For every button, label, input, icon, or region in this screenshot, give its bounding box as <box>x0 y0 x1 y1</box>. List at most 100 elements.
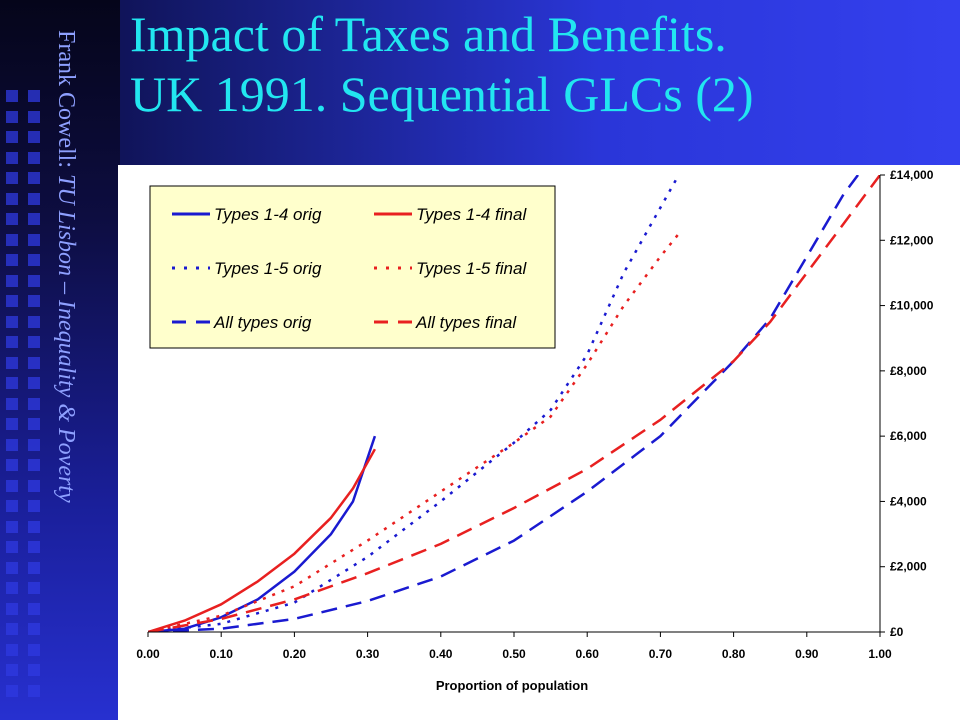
decorative-square <box>28 418 40 430</box>
decorative-square <box>6 90 18 102</box>
decorative-square <box>6 602 18 615</box>
legend-box <box>149 185 556 349</box>
decorative-square <box>6 110 18 123</box>
side-caption-course: TU Lisbon – Inequality & Poverty <box>53 174 79 503</box>
decorative-square <box>6 213 18 225</box>
decorative-square <box>6 520 18 533</box>
y-tick-label: £8,000 <box>890 364 927 378</box>
decorative-square <box>28 172 40 184</box>
x-axis-title: Proportion of population <box>436 678 588 693</box>
x-tick-label: 0.10 <box>210 647 234 661</box>
decorative-square <box>6 131 18 143</box>
legend-label: Types 1-5 final <box>416 259 527 278</box>
decorative-square <box>6 479 18 492</box>
decorative-square <box>6 438 18 451</box>
decorative-square <box>28 110 40 123</box>
decorative-square <box>28 90 40 102</box>
decorative-square <box>6 418 18 430</box>
decorative-square <box>6 623 18 635</box>
y-tick-label: £4,000 <box>890 494 927 508</box>
decorative-square <box>28 602 40 615</box>
decorative-square <box>28 131 40 143</box>
decorative-square <box>28 582 40 594</box>
decorative-square <box>28 623 40 635</box>
decorative-square <box>6 192 18 205</box>
decorative-square <box>6 377 18 389</box>
decorative-square <box>6 295 18 307</box>
decorative-square <box>6 459 18 471</box>
y-tick-label: £14,000 <box>890 168 934 182</box>
decorative-square <box>28 254 40 266</box>
decorative-square <box>28 356 40 369</box>
decorative-square <box>28 397 40 410</box>
series-line-types-1-4-final <box>148 448 376 632</box>
x-tick-label: 0.60 <box>576 647 600 661</box>
decorative-square <box>28 233 40 246</box>
series-line-types-1-4-orig <box>148 435 377 632</box>
left-decorative-strip <box>0 0 120 720</box>
legend-label: Types 1-4 orig <box>214 205 322 224</box>
legend-label: All types orig <box>213 313 312 332</box>
decorative-square <box>28 274 40 287</box>
decorative-square <box>6 274 18 287</box>
decorative-square <box>6 397 18 410</box>
decorative-square <box>28 520 40 533</box>
decorative-square <box>6 561 18 574</box>
x-tick-label: 0.20 <box>283 647 307 661</box>
x-tick-label: 0.50 <box>502 647 526 661</box>
decorative-square <box>28 315 40 328</box>
legend-label: All types final <box>415 313 517 332</box>
y-tick-label: £12,000 <box>890 233 934 247</box>
decorative-square <box>6 684 18 697</box>
decorative-square <box>6 254 18 266</box>
series-line-all-types-final <box>148 175 880 632</box>
slide-title: Impact of Taxes and Benefits. UK 1991. S… <box>130 4 950 124</box>
y-tick-label: £0 <box>890 625 904 639</box>
decorative-square <box>6 356 18 369</box>
x-tick-label: 1.00 <box>868 647 892 661</box>
decorative-square <box>28 213 40 225</box>
decorative-square <box>6 151 18 164</box>
x-tick-label: 0.90 <box>795 647 819 661</box>
slide-title-line1: Impact of Taxes and Benefits. <box>130 6 727 62</box>
x-tick-label: 0.80 <box>722 647 746 661</box>
slide-title-line2: UK 1991. Sequential GLCs (2) <box>130 66 754 122</box>
decorative-square <box>6 541 18 553</box>
x-tick-label: 0.00 <box>136 647 160 661</box>
decorative-square <box>28 561 40 574</box>
x-tick-label: 0.70 <box>649 647 673 661</box>
decorative-squares <box>6 90 76 710</box>
y-tick-label: £2,000 <box>890 560 927 574</box>
decorative-square <box>6 500 18 512</box>
decorative-square <box>28 459 40 471</box>
decorative-square <box>28 336 40 348</box>
decorative-square <box>28 643 40 656</box>
decorative-square <box>28 295 40 307</box>
decorative-square <box>6 582 18 594</box>
decorative-square <box>28 377 40 389</box>
y-tick-label: £10,000 <box>890 299 934 313</box>
decorative-square <box>6 233 18 246</box>
x-tick-label: 0.30 <box>356 647 380 661</box>
y-tick-label: £6,000 <box>890 429 927 443</box>
decorative-square <box>6 643 18 656</box>
decorative-square <box>6 315 18 328</box>
decorative-square <box>28 479 40 492</box>
decorative-square <box>6 664 18 676</box>
x-tick-label: 0.40 <box>429 647 453 661</box>
decorative-square <box>28 664 40 676</box>
legend-label: Types 1-5 orig <box>214 259 322 278</box>
decorative-square <box>28 500 40 512</box>
decorative-square <box>6 336 18 348</box>
decorative-square <box>28 151 40 164</box>
side-caption-author: Frank Cowell: <box>53 30 79 174</box>
decorative-square <box>28 684 40 697</box>
legend-label: Types 1-4 final <box>416 205 527 224</box>
decorative-square <box>28 192 40 205</box>
decorative-square <box>28 541 40 553</box>
decorative-square <box>6 172 18 184</box>
series-line-types-1-5-orig <box>148 175 680 632</box>
decorative-square <box>28 438 40 451</box>
side-caption: Frank Cowell: TU Lisbon – Inequality & P… <box>52 30 79 503</box>
